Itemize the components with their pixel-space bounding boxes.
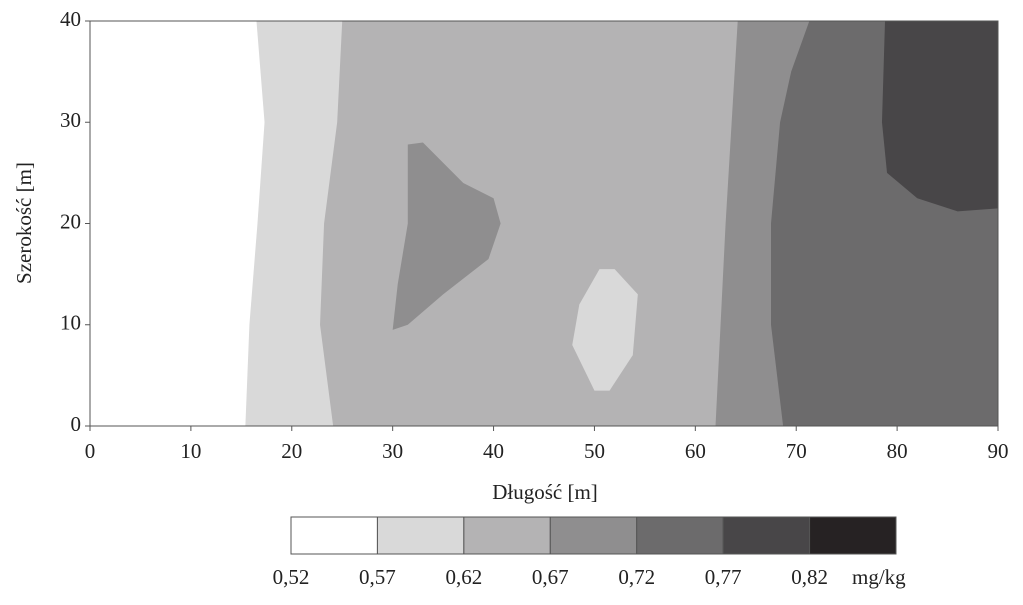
- colorbar-box: [463, 516, 551, 555]
- colorbar-box: [376, 516, 465, 555]
- x-tick-label: 90: [988, 439, 1009, 463]
- colorbar-box: [809, 516, 897, 555]
- y-tick-label: 0: [71, 412, 82, 436]
- x-tick-label: 80: [887, 439, 908, 463]
- colorbar-label: 0,57: [359, 565, 396, 589]
- colorbar-label: 0,52: [273, 565, 310, 589]
- x-tick-label: 70: [786, 439, 807, 463]
- colorbar-label: 0,67: [532, 565, 569, 589]
- y-tick-label: 20: [60, 209, 81, 233]
- y-axis-label: Szerokość [m]: [12, 162, 36, 284]
- colorbar-label: 0,72: [618, 565, 655, 589]
- x-axis-label: Długość [m]: [492, 480, 598, 504]
- x-tick-label: 10: [180, 439, 201, 463]
- y-tick-label: 40: [60, 7, 81, 31]
- x-tick-label: 50: [584, 439, 605, 463]
- y-tick-label: 30: [60, 108, 81, 132]
- colorbar-label: 0,82: [791, 565, 828, 589]
- unit-label: mg/kg: [852, 565, 906, 589]
- colorbar-box: [722, 516, 811, 555]
- x-tick-label: 30: [382, 439, 403, 463]
- y-tick-label: 10: [60, 311, 81, 335]
- contour-region: [881, 21, 998, 212]
- x-tick-label: 40: [483, 439, 504, 463]
- contour-region: [392, 142, 501, 330]
- colorbar-label: 0,62: [445, 565, 482, 589]
- colorbar-box: [290, 516, 378, 555]
- colorbar-label: 0,77: [705, 565, 742, 589]
- x-tick-label: 60: [685, 439, 706, 463]
- contour-region: [572, 269, 638, 391]
- x-tick-label: 0: [85, 439, 96, 463]
- colorbar-box: [636, 516, 724, 555]
- colorbar-box: [549, 516, 638, 555]
- x-tick-label: 20: [281, 439, 302, 463]
